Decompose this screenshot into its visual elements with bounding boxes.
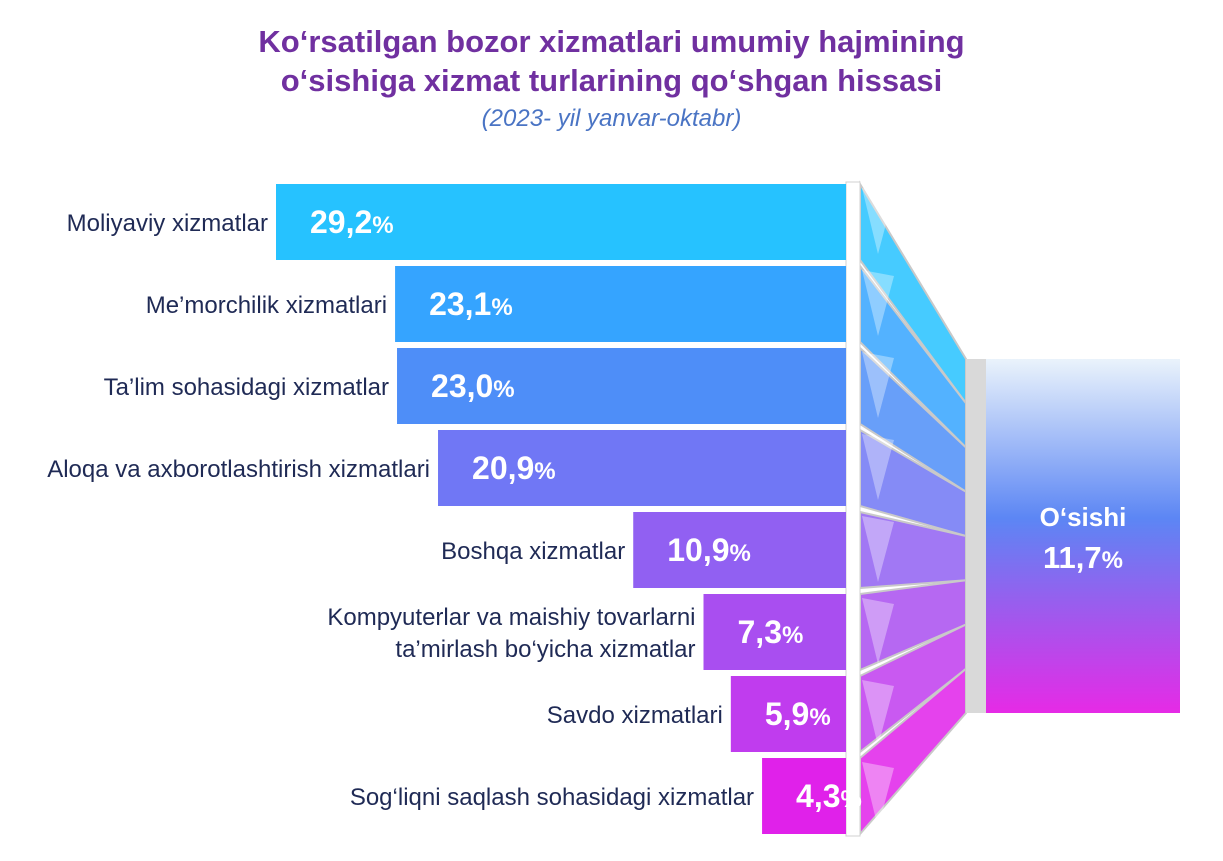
bar-value-label: 23,1% — [429, 286, 513, 322]
category-label: Sog‘liqni saqlash sohasidagi xizmatlar — [350, 784, 754, 811]
bar-value-label: 4,3% — [796, 778, 862, 814]
category-label: Ta’lim sohasidagi xizmatlar — [104, 374, 389, 401]
bar-value-label: 29,2% — [310, 204, 394, 240]
chart-title-line-2: o‘sishiga xizmat turlarining qo‘shgan hi… — [280, 63, 943, 98]
category-label: Moliyaviy xizmatlar — [67, 210, 268, 237]
bar-value-label: 10,9% — [667, 532, 751, 568]
total-label: O‘sishi — [1040, 502, 1127, 532]
total-box-edge — [966, 359, 988, 713]
chart-title-line-1: Ko‘rsatilgan bozor xizmatlari umumiy haj… — [258, 24, 965, 59]
bar — [438, 430, 846, 506]
funnel-highlight — [862, 270, 894, 336]
bar — [397, 348, 846, 424]
bar-value-label: 5,9% — [765, 696, 831, 732]
bar — [633, 512, 846, 588]
divider-panel — [845, 181, 861, 837]
bar-value-label: 23,0% — [431, 368, 515, 404]
bar-value-label: 7,3% — [738, 614, 804, 650]
category-label: Boshqa xizmatlar — [441, 538, 625, 565]
bar-value-label: 20,9% — [472, 450, 556, 486]
category-label: Me’morchilik xizmatlari — [146, 292, 387, 319]
bar — [730, 676, 846, 752]
bar — [276, 184, 846, 260]
category-label: Savdo xizmatlari — [547, 702, 723, 729]
funnel-highlight — [862, 352, 894, 418]
chart-title: Ko‘rsatilgan bozor xizmatlari umumiy haj… — [0, 22, 1223, 100]
funnel-highlight — [862, 762, 894, 828]
total-box — [986, 359, 1180, 713]
funnel-highlight — [862, 516, 894, 582]
funnel-highlight — [862, 188, 894, 254]
bar — [703, 594, 846, 670]
category-label: ta’mirlash bo‘yicha xizmatlar — [395, 636, 695, 663]
category-label: Aloqa va axborotlashtirish xizmatlari — [47, 456, 430, 483]
total-value-label: 11,7% — [1043, 540, 1123, 575]
funnel-highlight — [862, 680, 894, 746]
bar — [762, 758, 846, 834]
category-label: Kompyuterlar va maishiy tovarlarni — [327, 604, 695, 631]
bar — [395, 266, 846, 342]
chart-subtitle: (2023- yil yanvar-oktabr) — [481, 105, 742, 132]
funnel-highlight — [862, 434, 894, 500]
funnel-highlight — [862, 598, 894, 664]
